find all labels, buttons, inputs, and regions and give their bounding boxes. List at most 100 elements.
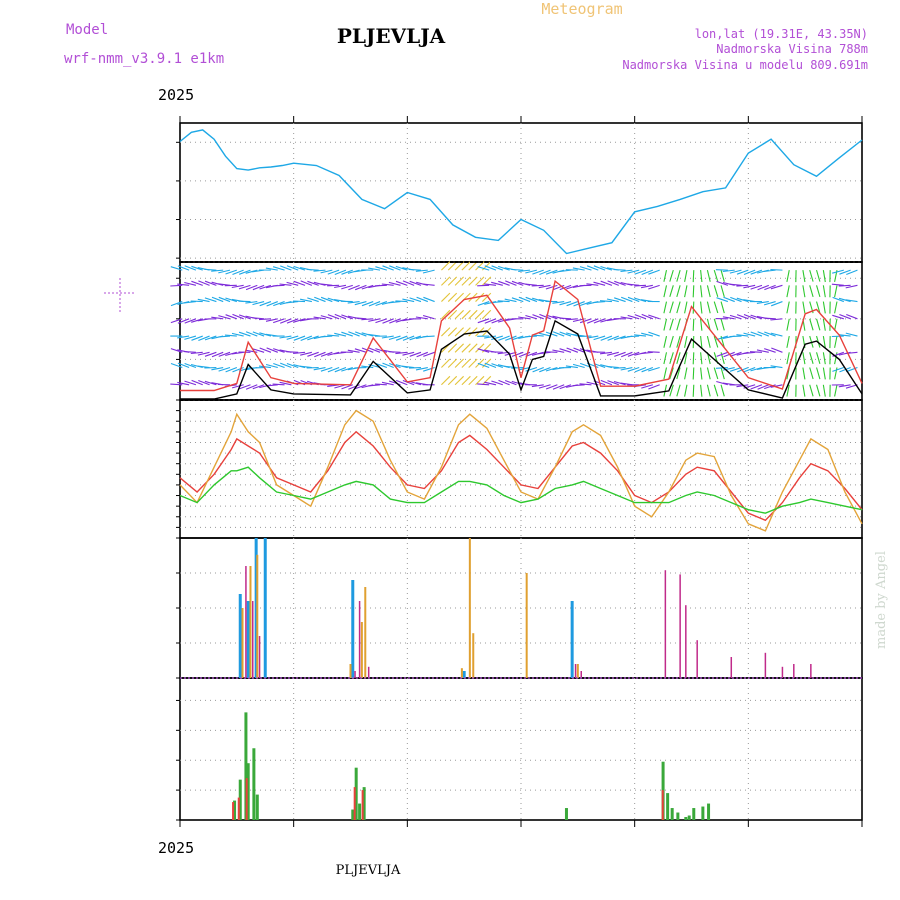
wind-barb: [388, 301, 401, 304]
wind-barb: [334, 269, 347, 276]
wind-barb: [252, 317, 265, 320]
wind-barb: [355, 331, 367, 337]
wind-barb: [706, 285, 711, 298]
wind-barb: [454, 343, 464, 353]
wind-barb: [375, 266, 388, 271]
wind-barb: [676, 335, 681, 348]
wind-barb: [441, 375, 451, 386]
wind-barb: [834, 318, 838, 331]
wind-barb: [720, 367, 725, 380]
wind-barb: [183, 351, 196, 353]
wind-barb: [341, 331, 353, 337]
wind-barb: [641, 384, 654, 389]
wind-barb: [447, 309, 458, 320]
wind-barb: [822, 335, 826, 348]
wind-barb: [198, 280, 210, 286]
wind-barb: [272, 383, 285, 386]
wind-barb: [461, 343, 471, 353]
wind-barb: [245, 384, 258, 390]
wind-barb: [586, 318, 599, 324]
year-bottom: 2025: [158, 839, 194, 857]
wind-barb: [320, 335, 333, 338]
wind-barb: [258, 318, 271, 321]
wind-barb: [454, 358, 464, 368]
wind-barb: [770, 332, 783, 337]
wind-barb: [720, 384, 725, 397]
wind-barb: [756, 349, 769, 353]
wind-barb: [422, 335, 435, 338]
wind-barb: [218, 269, 231, 274]
low-cloud-bar: [354, 671, 356, 678]
wind-barb: [641, 313, 654, 320]
wind-barb: [211, 269, 224, 272]
wind-barb: [211, 351, 224, 358]
wind-barb: [763, 269, 776, 273]
wind-barb: [252, 301, 265, 306]
wind-barb: [408, 268, 422, 271]
wind-barb: [770, 384, 783, 388]
wind-barb: [347, 349, 360, 353]
wind-barb: [559, 348, 572, 353]
wind-barb: [764, 284, 776, 291]
wind-barb: [729, 283, 742, 286]
wind-barb: [468, 276, 478, 286]
wind-barb: [191, 280, 203, 286]
wind-barb: [272, 266, 285, 271]
wind-barb: [809, 367, 814, 380]
wind-barb: [838, 297, 851, 303]
wind-barb: [669, 384, 674, 397]
wind-barb: [334, 332, 347, 337]
wind-barb: [389, 265, 401, 271]
wind-barb: [620, 351, 633, 358]
wind-barb: [307, 335, 319, 341]
wind-barb: [354, 384, 367, 390]
wind-barb: [286, 318, 299, 324]
wind-barb: [669, 269, 674, 282]
wind-barb: [382, 318, 394, 324]
wind-barb: [743, 367, 756, 373]
low-cloud-bar: [793, 664, 795, 678]
wind-barb: [736, 284, 749, 287]
wind-barb: [559, 269, 572, 273]
total-precip-bar: [701, 806, 705, 820]
wind-barb: [341, 284, 353, 290]
wind-barb: [381, 335, 394, 339]
wind-barb: [722, 316, 735, 320]
high-cloud-bar: [570, 601, 574, 678]
wind-barb: [422, 314, 435, 320]
wind-barb: [341, 367, 353, 372]
wind-barb: [265, 267, 278, 271]
wind-barb: [786, 384, 790, 397]
wind-barb: [757, 284, 769, 291]
wind-barb: [559, 331, 572, 337]
wind-barb: [217, 335, 231, 338]
wind-barb: [468, 358, 478, 368]
wind-barb: [232, 367, 244, 373]
wind-barb: [395, 318, 408, 323]
wind-barb: [802, 367, 806, 380]
wind-barb: [822, 384, 826, 397]
wind-barb: [238, 314, 251, 320]
wind-barb: [545, 367, 558, 372]
wind-barb: [713, 301, 719, 314]
conv-precip-bar: [245, 778, 248, 820]
wind-barb: [468, 309, 478, 320]
wind-barb: [409, 297, 422, 303]
wind-barb: [764, 331, 776, 337]
wind-barb: [518, 296, 531, 303]
wind-barb: [511, 268, 524, 271]
wind-barb: [756, 301, 769, 304]
wind-barb: [477, 348, 490, 353]
wind-barb: [641, 269, 654, 276]
wind-barb: [170, 362, 183, 369]
wind-barb: [191, 335, 203, 341]
wind-barb: [750, 284, 763, 290]
wind-barb: [627, 335, 640, 338]
wind-barb: [834, 367, 838, 380]
wind-barb: [314, 296, 326, 303]
wind-barb: [559, 301, 572, 306]
wind-barb: [532, 269, 544, 275]
wind-barb: [627, 283, 640, 286]
wind-barb: [716, 351, 729, 357]
wind-barb: [822, 270, 826, 283]
